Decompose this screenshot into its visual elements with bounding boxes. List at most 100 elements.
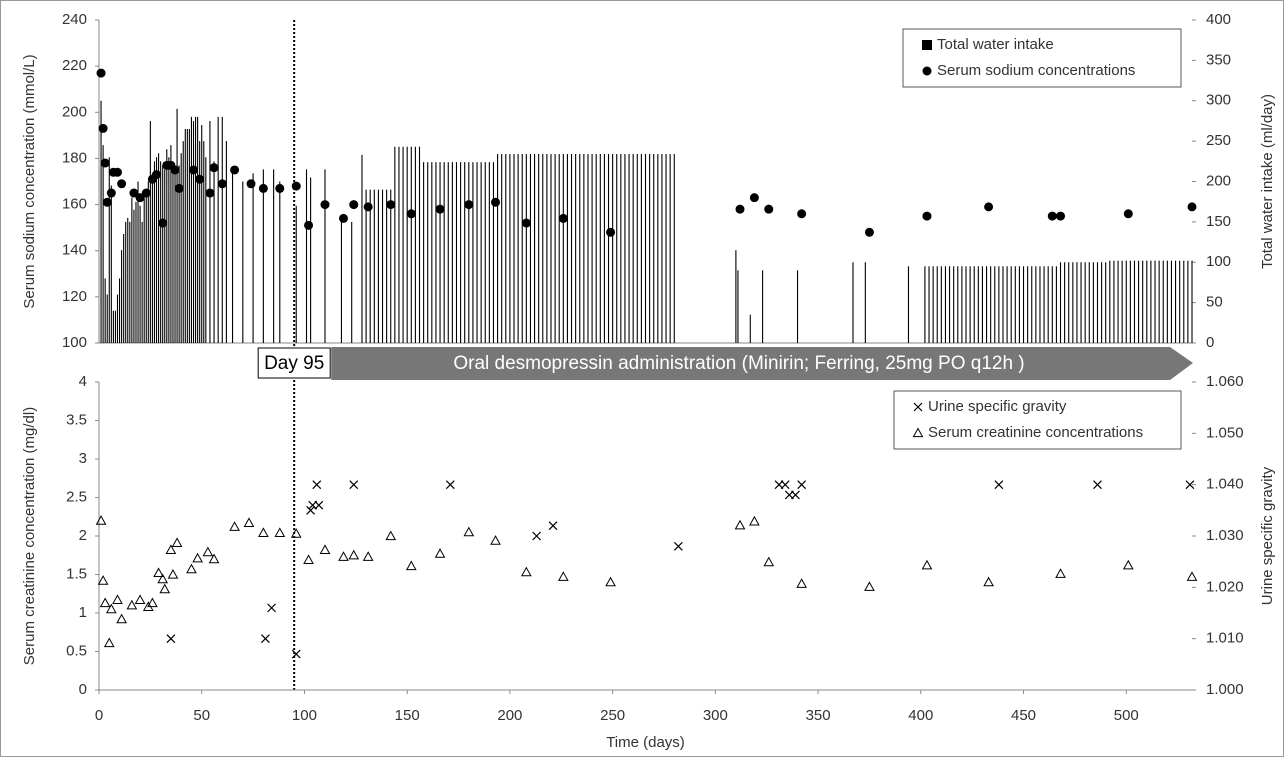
y2-axis-title: Total water intake (ml/day) bbox=[1259, 94, 1276, 269]
sodium-point bbox=[112, 167, 122, 177]
sodium-point bbox=[106, 188, 116, 198]
y2-tick-label: 200 bbox=[1206, 172, 1231, 189]
sodium-point bbox=[922, 211, 932, 221]
creatinine-point bbox=[1055, 568, 1066, 578]
x-tick-label: 150 bbox=[395, 707, 420, 724]
y-tick-label: 0 bbox=[79, 681, 87, 698]
gravity-point bbox=[291, 649, 301, 659]
sodium-point bbox=[217, 179, 227, 189]
creatinine-point bbox=[157, 573, 169, 584]
sodium-point bbox=[158, 218, 168, 228]
creatinine-point bbox=[605, 576, 616, 587]
sodium-point bbox=[304, 220, 314, 230]
sodium-point bbox=[558, 213, 568, 223]
creatinine-point bbox=[290, 528, 302, 538]
sodium-point bbox=[1047, 211, 1057, 221]
creatinine-point bbox=[921, 559, 933, 570]
gravity-point bbox=[267, 603, 277, 613]
gravity-point bbox=[445, 480, 455, 490]
sodium-point bbox=[606, 227, 616, 237]
sodium-point bbox=[1123, 209, 1133, 219]
creatinine-point bbox=[116, 613, 127, 624]
creatinine-point bbox=[171, 537, 183, 548]
x-tick-label: 0 bbox=[95, 707, 103, 724]
gravity-point bbox=[306, 505, 316, 515]
creatinine-point bbox=[165, 544, 177, 554]
creatinine-point bbox=[274, 527, 286, 538]
gravity-point bbox=[166, 634, 176, 644]
sodium-point bbox=[406, 209, 416, 219]
sodium-point bbox=[435, 204, 445, 214]
arrow bbox=[331, 347, 1193, 380]
creatinine-point bbox=[208, 553, 220, 564]
gravity-point bbox=[548, 521, 558, 531]
sodium-point bbox=[735, 204, 745, 214]
y-axis-title: Serum creatinine concentration (mg/dl) bbox=[21, 407, 38, 665]
creatinine-point bbox=[385, 530, 397, 541]
x-tick-label: 400 bbox=[908, 707, 933, 724]
y2-tick-label: 1.010 bbox=[1206, 630, 1244, 647]
creatinine-point bbox=[243, 517, 255, 528]
x-tick-label: 450 bbox=[1011, 707, 1036, 724]
creatinine-point bbox=[796, 578, 807, 588]
x-tick-label: 500 bbox=[1114, 707, 1139, 724]
creatinine-point bbox=[97, 575, 109, 585]
creatinine-point bbox=[520, 566, 532, 577]
y-tick-label: 120 bbox=[62, 288, 87, 305]
y-tick-label: 160 bbox=[62, 196, 87, 213]
sodium-point bbox=[129, 188, 139, 198]
creatinine-point bbox=[95, 515, 107, 525]
creatinine-point bbox=[490, 535, 501, 545]
sodium-point bbox=[521, 218, 531, 228]
y2-tick-label: 300 bbox=[1206, 92, 1231, 109]
y2-tick-label: 400 bbox=[1206, 11, 1231, 28]
y2-tick-label: 250 bbox=[1206, 132, 1231, 149]
y2-tick-label: 100 bbox=[1206, 253, 1231, 270]
sodium-point bbox=[1187, 202, 1197, 212]
creatinine-point bbox=[463, 526, 475, 537]
creatinine-point bbox=[983, 576, 994, 587]
sodium-point bbox=[275, 183, 285, 193]
x-axis-title: Time (days) bbox=[606, 734, 685, 751]
y-tick-label: 100 bbox=[62, 334, 87, 351]
gravity-point bbox=[780, 480, 790, 490]
gravity-point bbox=[349, 480, 359, 490]
sodium-point bbox=[135, 193, 145, 203]
creatinine-point bbox=[319, 544, 331, 554]
sodium-point bbox=[98, 123, 108, 133]
sodium-point bbox=[152, 170, 162, 180]
x-tick-label: 300 bbox=[703, 707, 728, 724]
day-label: Day 95 bbox=[264, 353, 324, 374]
sodium-point bbox=[174, 183, 184, 193]
sodium-point bbox=[464, 200, 474, 210]
y2-tick-label: 350 bbox=[1206, 51, 1231, 68]
y-axis-title: Serum sodium concentration (mmol/L) bbox=[21, 54, 38, 308]
arrow-label: Oral desmopressin administration (Miniri… bbox=[453, 353, 1024, 374]
sodium-point bbox=[195, 174, 205, 184]
x-tick-label: 200 bbox=[497, 707, 522, 724]
creatinine-point bbox=[557, 571, 569, 581]
creatinine-point bbox=[105, 603, 117, 614]
sodium-point bbox=[209, 163, 219, 173]
creatinine-point bbox=[99, 597, 111, 608]
x-tick-label: 50 bbox=[193, 707, 210, 724]
legend-label: Serum sodium concentrations bbox=[937, 62, 1135, 79]
creatinine-point bbox=[734, 519, 746, 530]
sodium-point bbox=[1056, 211, 1066, 221]
creatinine-point bbox=[167, 568, 179, 579]
creatinine-point bbox=[112, 594, 123, 605]
gravity-point bbox=[797, 480, 807, 490]
creatinine-point bbox=[153, 567, 164, 578]
creatinine-point bbox=[103, 637, 115, 648]
gravity-point bbox=[791, 490, 800, 500]
y-tick-label: 240 bbox=[62, 11, 87, 28]
sodium-point bbox=[349, 200, 359, 210]
creatinine-point bbox=[1122, 559, 1134, 570]
legend-box bbox=[893, 390, 1182, 450]
y-tick-label: 1.5 bbox=[66, 565, 87, 582]
gravity-point bbox=[314, 500, 324, 510]
x-tick-label: 350 bbox=[806, 707, 831, 724]
sodium-point bbox=[170, 165, 180, 175]
